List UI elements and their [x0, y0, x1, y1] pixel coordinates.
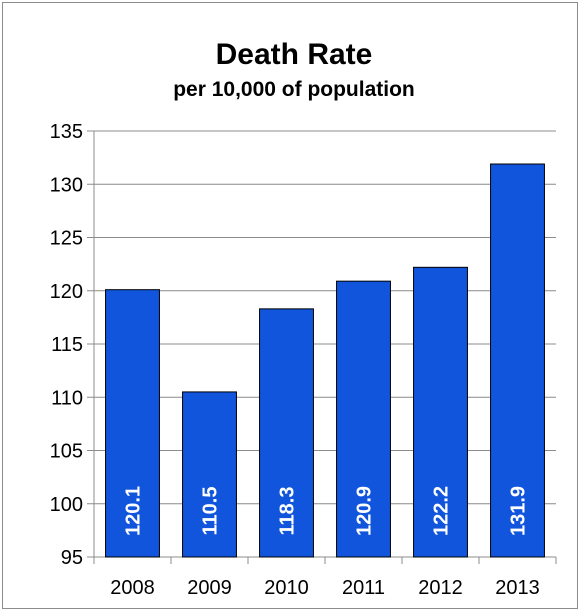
data-label: 118.3	[277, 487, 299, 536]
bar	[336, 280, 391, 558]
y-tick-label: 100	[50, 494, 83, 516]
x-tick-label: 2011	[342, 577, 385, 599]
data-label: 131.9	[508, 486, 530, 536]
y-tick-label: 105	[50, 441, 83, 463]
y-tick-label: 120	[50, 281, 83, 303]
y-tick-label: 110	[51, 387, 83, 409]
bar	[413, 266, 468, 558]
axes	[87, 130, 557, 564]
y-tick-label: 130	[50, 174, 83, 196]
y-tick-label: 95	[61, 547, 83, 569]
bar	[182, 391, 237, 558]
x-tick-label: 2012	[418, 577, 463, 599]
x-tick-label: 2009	[187, 577, 232, 599]
chart-title: Death Rate	[216, 38, 373, 71]
x-tick-label: 2008	[110, 577, 155, 599]
data-label: 120.9	[354, 486, 376, 536]
x-tick-label: 2013	[495, 577, 540, 599]
y-axis-ticks: 95 100 105 110 115 120 125 130 135	[50, 121, 83, 569]
bar	[105, 289, 160, 558]
bars: 120.1 110.5 118.3 120.9 122.2 131.9	[105, 163, 545, 558]
bar	[259, 308, 314, 558]
y-tick-label: 135	[50, 121, 83, 143]
x-tick-label: 2010	[264, 577, 309, 599]
chart-subtitle: per 10,000 of population	[173, 78, 415, 101]
data-label: 122.2	[431, 486, 453, 536]
y-tick-label: 115	[51, 334, 83, 356]
x-axis-ticks: 2008 2009 2010 2011 2012 2013	[110, 577, 540, 599]
gridlines	[94, 130, 556, 505]
data-label: 110.5	[200, 487, 222, 536]
y-tick-label: 125	[50, 228, 83, 250]
data-label: 120.1	[123, 486, 145, 536]
bar	[490, 163, 545, 558]
